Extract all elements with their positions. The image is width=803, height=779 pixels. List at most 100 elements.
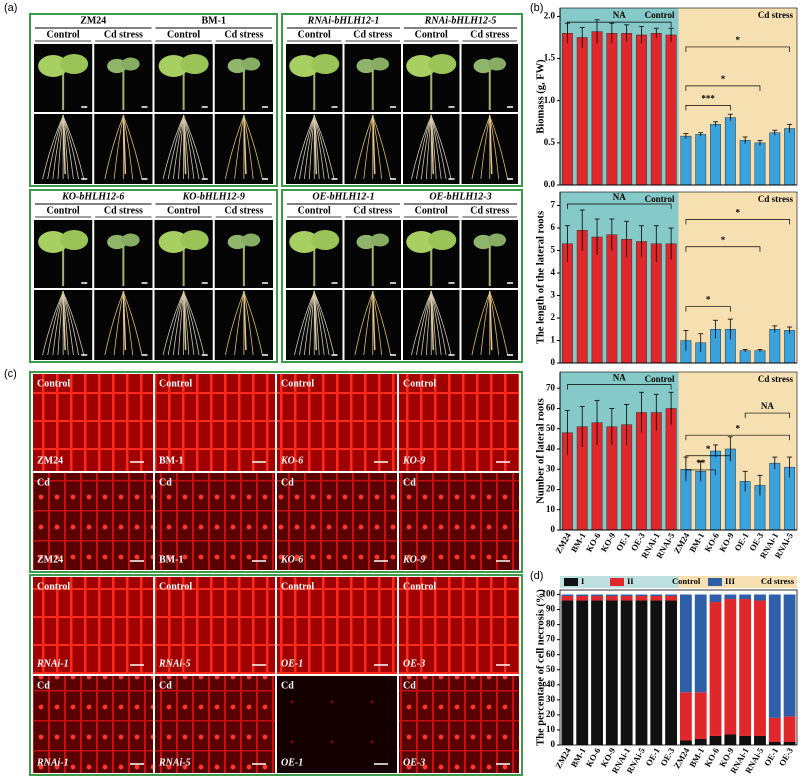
- condition-label: Cd: [159, 477, 172, 488]
- bar-segment: [620, 600, 633, 745]
- condition-label: Control: [415, 29, 448, 40]
- bracket: [685, 219, 790, 225]
- genotype-label: OE-bHLH12-1: [312, 191, 374, 202]
- root: [47, 115, 64, 180]
- genotype-label: OE-1: [281, 757, 303, 768]
- annotation: NA: [613, 373, 626, 383]
- leaf: [311, 54, 340, 74]
- bar: [576, 37, 588, 186]
- region-label: Cd stress: [761, 576, 795, 586]
- bar-segment: [783, 741, 796, 745]
- leaf: [121, 57, 140, 71]
- root: [430, 115, 447, 180]
- y-tick-label: 40: [546, 443, 556, 453]
- leaf: [487, 233, 506, 247]
- root: [313, 115, 330, 180]
- root: [303, 291, 315, 356]
- genotype-label: RNAi-5: [158, 757, 191, 768]
- x-tick-label: ZM24: [553, 745, 573, 770]
- root: [62, 115, 74, 180]
- bar: [784, 330, 796, 364]
- bar-segment: [665, 596, 678, 601]
- x-tick-label: ZM24: [553, 530, 573, 555]
- root: [62, 115, 85, 180]
- root-main: [122, 290, 127, 351]
- condition-label: Control: [37, 581, 70, 592]
- panel-label: (b): [530, 2, 543, 14]
- region-label: Cd stress: [758, 374, 794, 384]
- plot-frame: [559, 7, 798, 186]
- bar-segment: [783, 594, 796, 717]
- y-tick-label: 0: [551, 739, 556, 749]
- bar-segment: [694, 738, 707, 745]
- bar: [591, 236, 603, 364]
- bar: [769, 329, 781, 364]
- root: [243, 115, 263, 180]
- root: [162, 115, 184, 180]
- bar-segment: [561, 600, 574, 745]
- root: [299, 291, 315, 356]
- genotype-label: BM-1: [202, 15, 226, 26]
- legend-swatch: [610, 578, 624, 586]
- root: [183, 115, 200, 180]
- region-label: Cd stress: [758, 10, 794, 20]
- root: [172, 291, 185, 356]
- bar-segment: [620, 596, 633, 601]
- root-main: [182, 290, 187, 351]
- bar: [650, 33, 662, 186]
- genotype-label: RNAi-bHLH12-5: [424, 15, 497, 26]
- bar-segment: [605, 594, 618, 597]
- y-tick-label: 70: [546, 634, 556, 644]
- root: [420, 291, 432, 356]
- bracket: [685, 105, 731, 111]
- condition-label: Cd stress: [224, 205, 263, 216]
- condition-label: Control: [47, 205, 80, 216]
- root: [167, 115, 185, 180]
- micrograph: [155, 577, 275, 674]
- x-tick-label: BM-1: [569, 746, 588, 769]
- y-tick-label: 40: [546, 679, 556, 689]
- bar: [591, 31, 603, 186]
- x-tick-label: KO-9: [717, 531, 736, 554]
- condition-label: Cd stress: [353, 29, 392, 40]
- leaf: [121, 233, 140, 247]
- root: [313, 291, 330, 356]
- region-label: Control: [645, 194, 675, 204]
- condition-label: Cd: [403, 680, 416, 691]
- root: [299, 115, 315, 180]
- root-main: [122, 114, 127, 175]
- bar: [561, 33, 573, 186]
- micrograph: [155, 473, 275, 570]
- root-main: [430, 290, 434, 351]
- annotation: NA: [613, 192, 626, 202]
- bar-segment: [591, 594, 603, 597]
- y-tick-label: 2: [551, 312, 556, 322]
- x-tick-label: OE-3: [777, 746, 795, 768]
- plot-frame: [559, 191, 798, 364]
- condition-label: Cd: [281, 477, 294, 488]
- genotype-label: ZM24: [37, 554, 63, 565]
- micrograph: [277, 577, 397, 674]
- bar: [665, 34, 677, 186]
- root: [123, 291, 143, 356]
- root-main: [430, 114, 434, 175]
- root: [430, 291, 447, 356]
- root: [354, 291, 374, 356]
- y-axis-label: The percentage of cell necrosis (%): [535, 589, 546, 746]
- root: [430, 115, 452, 180]
- condition-label: Cd stress: [104, 205, 143, 216]
- condition-label: Control: [403, 581, 436, 592]
- y-tick-label: 80: [546, 619, 556, 629]
- group-frame: [281, 13, 523, 187]
- bracket: [685, 85, 761, 91]
- root-main: [62, 290, 66, 351]
- root: [313, 115, 335, 180]
- root-main: [313, 114, 317, 175]
- root: [411, 291, 432, 356]
- root: [52, 115, 64, 180]
- micrograph: [399, 676, 519, 773]
- condition-label: Cd stress: [470, 29, 509, 40]
- genotype-label: RNAi-1: [36, 757, 69, 768]
- bar-segment: [561, 596, 574, 601]
